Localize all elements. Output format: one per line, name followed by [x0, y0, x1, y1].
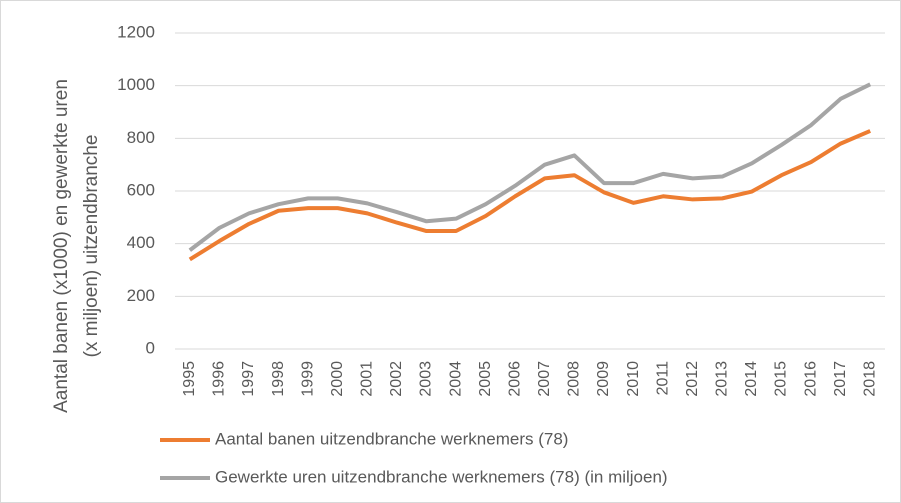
x-tick-label: 2018	[861, 361, 878, 397]
x-tick-label: 2014	[743, 361, 760, 397]
legend-label: Gewerkte uren uitzendbranche werknemers …	[215, 467, 668, 486]
x-tick-label: 2012	[684, 361, 701, 397]
x-tick-label: 2003	[418, 361, 435, 397]
x-tick-label: 2001	[359, 361, 376, 397]
x-tick-label: 2013	[714, 361, 731, 397]
x-tick-label: 2015	[773, 361, 790, 397]
x-tick-label: 2017	[832, 361, 849, 397]
y-axis-label: Aantal banen (x1000) en gewerkte uren	[51, 79, 72, 413]
y-tick-label: 0	[146, 338, 155, 357]
x-tick-label: 1995	[181, 361, 198, 397]
legend-label: Aantal banen uitzendbranche werknemers (…	[215, 429, 568, 448]
x-tick-label: 1998	[270, 361, 287, 397]
x-tick-label: 1996	[211, 361, 228, 397]
x-tick-label: 2011	[654, 361, 671, 396]
x-tick-label: 2008	[566, 361, 583, 397]
x-tick-label: 2004	[447, 361, 464, 397]
x-tick-label: 2000	[329, 361, 346, 397]
y-tick-label: 400	[127, 233, 155, 252]
x-tick-label: 2009	[595, 361, 612, 397]
y-tick-label: 1200	[117, 22, 155, 41]
x-tick-label: 1997	[240, 361, 257, 397]
series-line	[188, 82, 872, 252]
y-tick-label: 600	[127, 180, 155, 199]
x-tick-label: 2002	[388, 361, 405, 397]
y-tick-label: 200	[127, 286, 155, 305]
x-tick-label: 2006	[506, 361, 523, 397]
series-line	[188, 129, 871, 262]
y-tick-label: 800	[127, 128, 155, 147]
x-tick-label: 2016	[802, 361, 819, 397]
x-tick-label: 1999	[299, 361, 316, 397]
x-tick-label: 2007	[536, 361, 553, 397]
x-tick-label: 2010	[625, 361, 642, 397]
y-tick-label: 1000	[117, 75, 155, 94]
x-tick-label: 2005	[477, 361, 494, 397]
y-axis-label: (x miljoen) uitzendbranche	[81, 135, 102, 358]
